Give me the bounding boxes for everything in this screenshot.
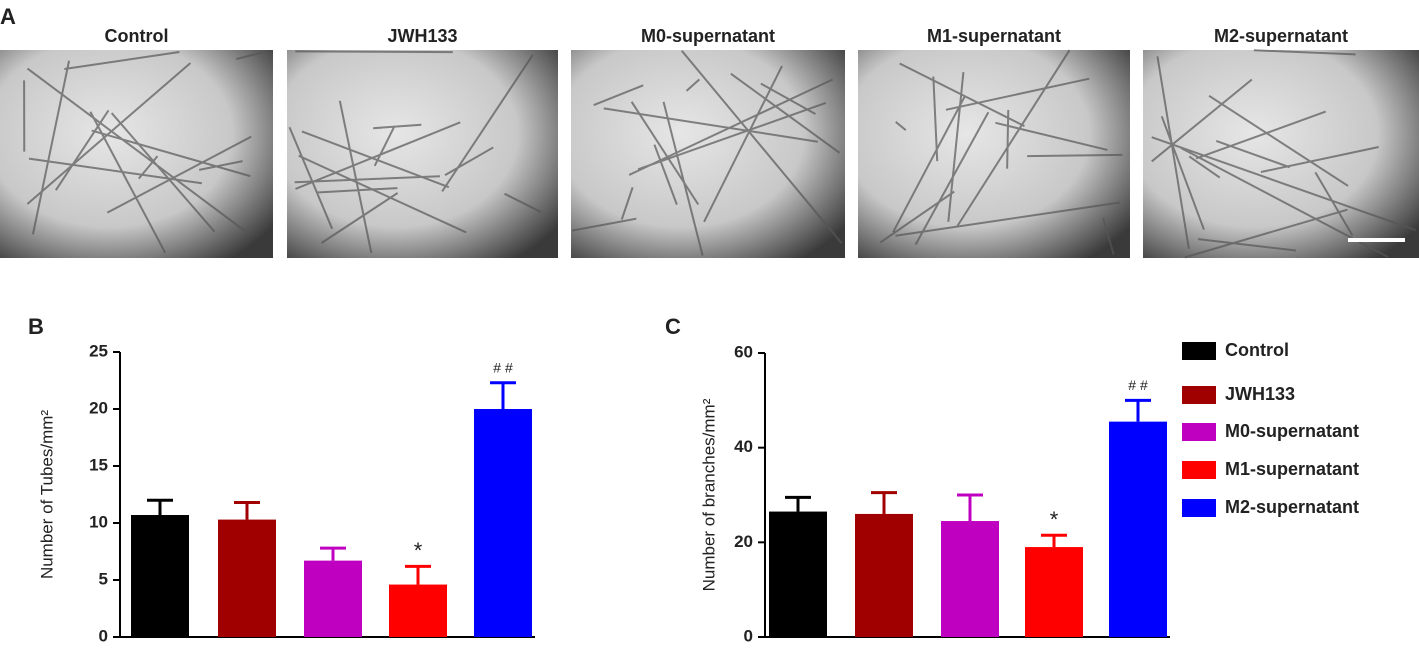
y-tick-label: 5 — [99, 569, 108, 588]
significance-label: * — [1050, 507, 1059, 532]
micrograph — [1143, 50, 1419, 258]
image-label: M0-supernatant — [641, 26, 775, 46]
tube-network — [23, 50, 267, 254]
legend-swatch — [1182, 461, 1216, 479]
y-tick-label: 0 — [744, 626, 753, 645]
legend-label: M0-supernatant — [1225, 421, 1359, 441]
y-tick-label: 0 — [99, 626, 108, 645]
tube-network — [288, 50, 542, 254]
legend-swatch — [1182, 386, 1216, 404]
y-tick-label: 10 — [89, 512, 108, 531]
tube-network — [879, 49, 1123, 255]
y-tick-label: 20 — [89, 398, 108, 417]
legend-label: Control — [1225, 340, 1289, 360]
micrograph — [0, 50, 273, 258]
bar — [769, 511, 827, 637]
legend-swatch — [1182, 499, 1216, 517]
panel-label: A — [0, 4, 16, 29]
legend-label: M1-supernatant — [1225, 459, 1359, 479]
micrograph — [287, 50, 558, 258]
y-tick-label: 15 — [89, 455, 108, 474]
image-label: Control — [105, 26, 169, 46]
image-label: M1-supernatant — [927, 26, 1061, 46]
bar — [1109, 421, 1167, 637]
y-tick-label: 25 — [89, 341, 108, 360]
bar — [131, 515, 189, 637]
legend-label: M2-supernatant — [1225, 497, 1359, 517]
bar — [941, 521, 999, 637]
bar — [474, 409, 532, 637]
y-tick-label: 60 — [734, 342, 753, 361]
tube-network — [571, 50, 843, 256]
significance-label: # # — [493, 359, 513, 375]
significance-label: * — [414, 538, 423, 563]
image-label: M2-supernatant — [1214, 26, 1348, 46]
bar — [218, 519, 276, 637]
y-tick-label: 20 — [734, 532, 753, 551]
legend-swatch — [1182, 342, 1216, 360]
bar — [855, 513, 913, 637]
legend-label: JWH133 — [1225, 384, 1295, 404]
micrograph — [858, 50, 1130, 258]
panel-label: B — [28, 314, 44, 339]
y-axis-label: Number of branches/mm² — [699, 398, 718, 591]
tube-network — [1151, 49, 1417, 259]
panel-label: C — [665, 314, 681, 339]
bar — [1025, 547, 1083, 637]
bar — [389, 584, 447, 637]
y-axis-label: Number of Tubes/mm² — [37, 410, 56, 579]
bar — [304, 560, 362, 637]
significance-label: # # — [1128, 377, 1148, 393]
y-tick-label: 40 — [734, 437, 753, 456]
legend-swatch — [1182, 423, 1216, 441]
image-label: JWH133 — [387, 26, 457, 46]
